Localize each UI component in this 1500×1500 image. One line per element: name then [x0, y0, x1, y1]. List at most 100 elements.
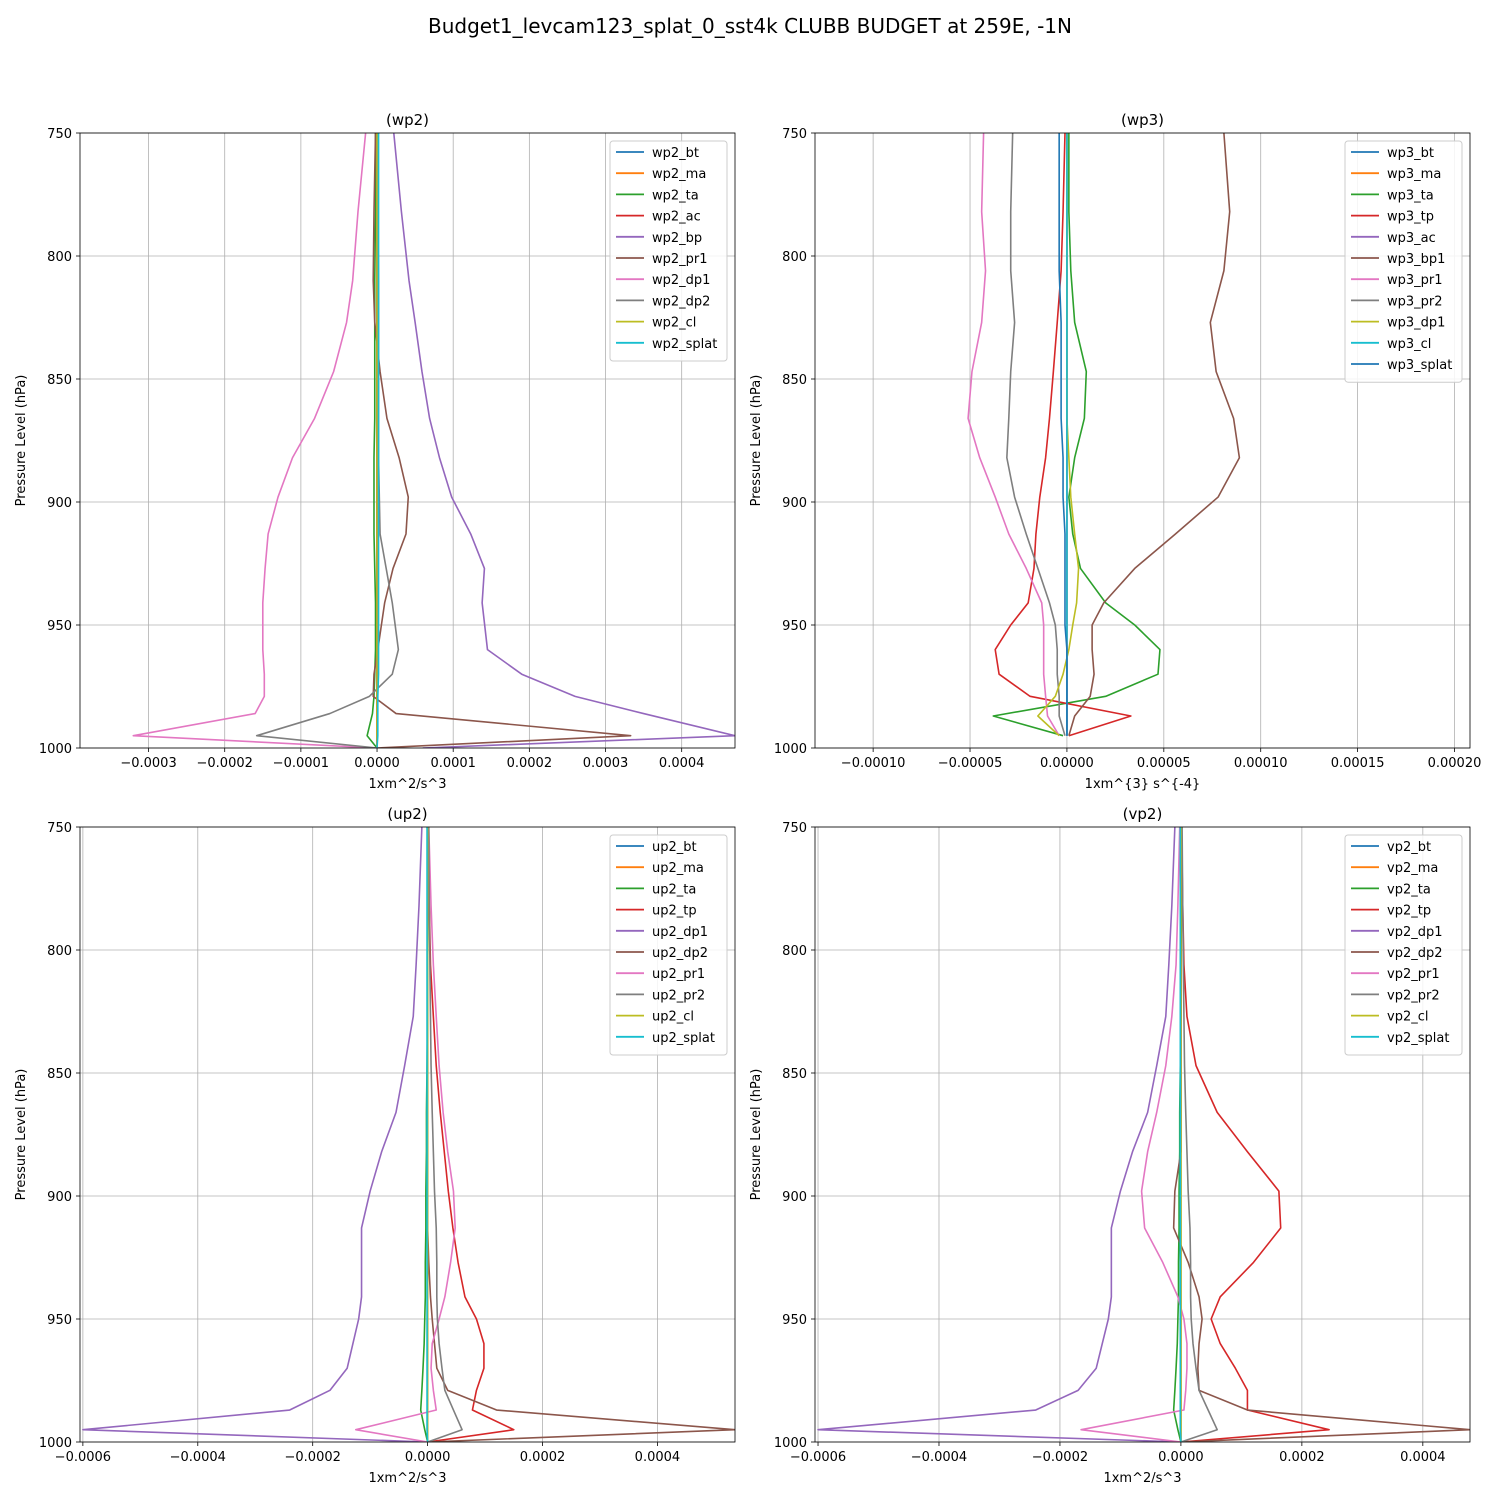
legend-label: wp3_pr1	[1387, 273, 1443, 288]
legend: up2_bt up2_ma up2_ta up2_tp up2_dp1 up2_dp2up…	[609, 834, 728, 1056]
x-tick-label: 0.0001	[430, 756, 476, 771]
x-tick-label: 0.0002	[520, 1450, 566, 1465]
y-tick-label: 1000	[774, 1436, 807, 1451]
legend-label: up2_cl	[652, 1010, 694, 1025]
subplot-title: (wp3)	[1121, 111, 1164, 129]
legend-label: wp2_pr1	[652, 252, 708, 267]
legend-label: up2_bt	[652, 840, 697, 855]
legend-label: up2_tp	[652, 904, 697, 919]
x-tick-label: 0.0002	[507, 756, 553, 771]
subplot-title: (up2)	[387, 805, 427, 823]
x-axis-label: 1xm^2/s^3	[368, 1471, 446, 1486]
x-axis-label: 1xm^2/s^3	[368, 777, 446, 792]
series-line-up2_dp1	[82, 827, 428, 1442]
series-line-up2_pr1	[354, 827, 456, 1442]
legend-label: wp3_ta	[1387, 188, 1434, 203]
series-line-vp2_pr1	[1080, 827, 1188, 1442]
legend-label: wp2_dp1	[652, 273, 710, 288]
y-tick-label: 850	[782, 373, 807, 388]
series-line-up2_pr2	[427, 827, 463, 1442]
x-tick-label: 0.00020	[1428, 756, 1482, 771]
subplot-title: (vp2)	[1123, 805, 1163, 823]
series-line-vp2_pr2	[1180, 827, 1218, 1442]
legend-label: wp2_ta	[652, 188, 699, 203]
figure-title: Budget1_levcam123_splat_0_sst4k CLUBB BU…	[427, 14, 1072, 38]
series-line-up2_splat	[426, 827, 429, 1442]
series-line-wp2_pr1	[372, 133, 632, 748]
y-tick-label: 750	[782, 821, 807, 836]
y-tick-label: 850	[782, 1067, 807, 1082]
x-tick-label: 0.0002	[1279, 1450, 1325, 1465]
series-group	[817, 827, 1470, 1442]
plot-frame	[79, 826, 736, 1443]
subplot-title: (wp2)	[386, 111, 429, 129]
series-line-wp3_ta	[992, 133, 1161, 737]
x-tick-label: 0.00000	[1040, 756, 1094, 771]
series-line-wp3_splat	[1058, 133, 1068, 736]
series-line-wp3_pr1	[967, 133, 1060, 737]
x-tick-label: 0.0004	[1400, 1450, 1446, 1465]
series-line-vp2_dp1	[817, 827, 1181, 1442]
x-tick-label: 0.0000	[1158, 1450, 1204, 1465]
series-group	[82, 827, 735, 1442]
legend-label: up2_splat	[652, 1031, 715, 1046]
series-line-wp2_splat	[376, 133, 380, 748]
legend-label: up2_dp2	[652, 946, 708, 961]
plot-frame	[79, 132, 736, 749]
subplot-0: −0.0003 −0.0002 −0.0001 0.0000 0.0001 0.0002 0…	[14, 111, 736, 792]
x-tick-label: 0.0000	[354, 756, 400, 771]
series-group	[967, 133, 1241, 737]
series-line-wp2_bp	[392, 133, 735, 748]
y-tick-label: 1000	[39, 1436, 72, 1451]
legend: wp3_bt wp3_ma wp3_ta wp3_tp wp3_ac wp3_bp1 wp3…	[1344, 140, 1463, 383]
series-line-wp2_dp1	[132, 133, 378, 748]
series-line-up2_tp	[427, 827, 515, 1442]
x-tick-label: 0.0004	[635, 1450, 681, 1465]
y-tick-label: 750	[782, 127, 807, 142]
y-tick-label: 850	[47, 1067, 72, 1082]
series-group	[132, 133, 735, 748]
series-line-vp2_splat	[1179, 827, 1182, 1442]
legend-label: wp3_splat	[1387, 358, 1452, 373]
y-axis-label: Pressure Level (hPa)	[14, 375, 29, 507]
x-tick-label: −0.00010	[841, 756, 906, 771]
x-tick-label: −0.0004	[911, 1450, 967, 1465]
y-axis-label: Pressure Level (hPa)	[749, 1069, 764, 1201]
y-tick-label: 950	[47, 619, 72, 634]
legend-label: wp3_bp1	[1387, 252, 1445, 267]
series-line-vp2_tp	[1180, 827, 1330, 1442]
legend-label: wp2_bp	[652, 231, 702, 246]
x-axis-label: 1xm^{3} s^{-4}	[1085, 777, 1201, 792]
legend-label: up2_ma	[652, 861, 704, 876]
y-tick-label: 1000	[39, 742, 72, 757]
legend: wp2_bt wp2_ma wp2_ta wp2_ac wp2_bp wp2_pr1 wp2…	[609, 140, 728, 362]
y-tick-label: 900	[47, 1190, 72, 1205]
legend-label: wp3_dp1	[1387, 316, 1445, 331]
legend-label: vp2_dp2	[1387, 946, 1443, 961]
series-line-wp3_bp1	[1068, 133, 1241, 736]
y-tick-label: 750	[47, 127, 72, 142]
legend-label: wp2_bt	[652, 146, 699, 161]
y-tick-label: 950	[47, 1313, 72, 1328]
x-tick-label: 0.0003	[583, 756, 629, 771]
y-tick-label: 750	[47, 821, 72, 836]
legend-box	[609, 140, 728, 362]
y-tick-label: 1000	[774, 742, 807, 757]
plot-frame	[814, 826, 1471, 1443]
legend-label: wp2_ac	[652, 210, 701, 225]
y-tick-label: 950	[782, 619, 807, 634]
y-axis-label: Pressure Level (hPa)	[14, 1069, 29, 1201]
x-tick-label: −0.0002	[285, 1450, 341, 1465]
legend-label: up2_ta	[652, 882, 696, 897]
x-tick-label: 0.0004	[659, 756, 705, 771]
x-tick-label: −0.00005	[938, 756, 1003, 771]
legend-label: vp2_dp1	[1387, 925, 1443, 940]
legend-label: wp2_dp2	[652, 294, 710, 309]
legend-label: vp2_splat	[1387, 1031, 1449, 1046]
legend-label: wp2_cl	[652, 316, 696, 331]
x-tick-label: −0.0002	[1032, 1450, 1088, 1465]
x-tick-label: −0.0001	[273, 756, 329, 771]
subplot-3: −0.0006 −0.0004 −0.0002 0.0000 0.0002 0.0004 7…	[749, 805, 1471, 1486]
x-tick-label: −0.0002	[197, 756, 253, 771]
x-tick-label: 0.00005	[1137, 756, 1191, 771]
